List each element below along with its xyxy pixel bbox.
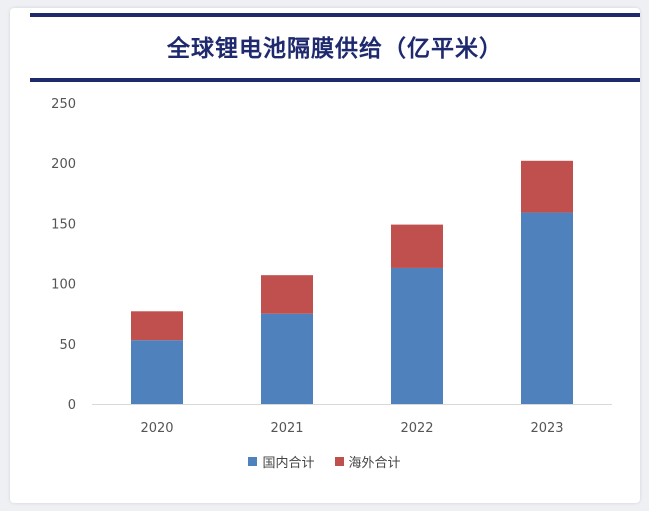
bar-domestic-2021 — [261, 313, 313, 404]
title-top-rule — [30, 13, 640, 17]
x-tick-label: 2022 — [400, 421, 433, 436]
x-tick-label: 2021 — [270, 421, 303, 436]
chart-title: 全球锂电池隔膜供给（亿平米） — [167, 36, 503, 62]
y-tick-label: 150 — [51, 217, 76, 232]
legend-label-overseas: 海外合计 — [348, 456, 401, 471]
bar-domestic-2022 — [391, 267, 443, 404]
legend-item-overseas: 海外合计 — [334, 452, 401, 471]
bar-overseas-2022 — [391, 224, 443, 268]
y-tick-label: 200 — [51, 157, 76, 172]
y-tick-label: 250 — [51, 97, 76, 112]
y-axis: 0 50 100 150 200 250 — [51, 97, 76, 413]
x-tick-label: 2023 — [530, 421, 563, 436]
bar-overseas-2021 — [261, 275, 313, 314]
bar-overseas-2020 — [131, 311, 183, 341]
legend-label-domestic: 国内合计 — [262, 456, 315, 471]
legend: 国内合计 海外合计 — [0, 452, 649, 471]
x-tick-label: 2020 — [140, 421, 173, 436]
legend-swatch-domestic — [248, 457, 258, 466]
y-tick-label: 0 — [68, 398, 76, 413]
x-axis: 2020 2021 2022 2023 — [140, 421, 563, 436]
legend-swatch-overseas — [334, 457, 344, 466]
bar-domestic-2020 — [131, 340, 183, 404]
y-tick-label: 100 — [51, 278, 76, 293]
bar-domestic-2023 — [521, 212, 573, 404]
bar-overseas-2023 — [521, 160, 573, 213]
legend-item-domestic: 国内合计 — [248, 452, 315, 471]
y-tick-label: 50 — [59, 338, 76, 353]
bar-group — [131, 160, 573, 404]
title-bottom-rule — [30, 78, 640, 82]
